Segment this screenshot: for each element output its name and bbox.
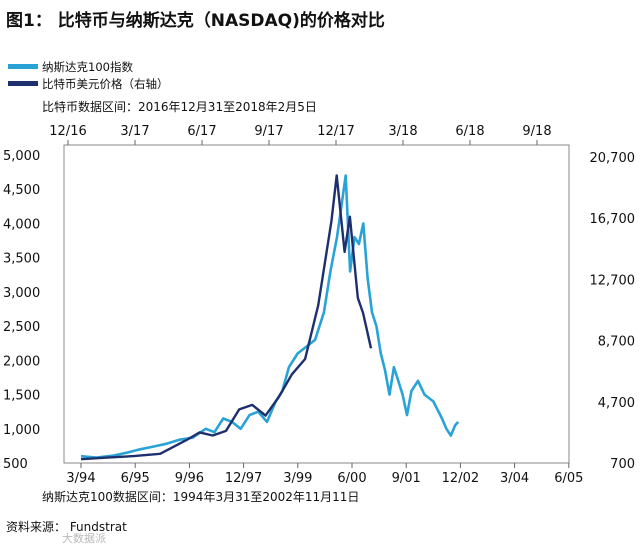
chart-title: 图1： 比特币与纳斯达克（NASDAQ)的价格对比 (6, 11, 385, 31)
legend-item-bitcoin: 比特币美元价格（右轴） (8, 75, 169, 92)
y-left-tick-label: 5,000 (3, 149, 40, 164)
x-top-tick-label: 12/17 (317, 124, 354, 139)
x-bottom-tick-label: 9/96 (175, 471, 204, 486)
x-bottom-tick-label: 6/05 (554, 471, 583, 486)
legend: 纳斯达克100指数 比特币美元价格（右轴） (8, 58, 169, 92)
x-bottom-tick-label: 3/99 (283, 471, 312, 486)
y-right-tick-label: 4,700 (598, 396, 635, 411)
y-left-tick-label: 2,500 (3, 320, 40, 335)
x-top-tick-label: 9/17 (254, 124, 283, 139)
source-note: 资料来源： Fundstrat (6, 520, 127, 534)
legend-swatch-bitcoin (8, 81, 38, 86)
y-left-tick-label: 1,500 (3, 389, 40, 404)
y-left-tick-label: 1,000 (3, 423, 40, 438)
legend-swatch-nasdaq (8, 64, 38, 69)
x-bottom-tick-label: 6/95 (121, 471, 150, 486)
x-bottom-tick-label: 6/00 (337, 471, 366, 486)
x-bottom-tick-label: 12/97 (225, 471, 262, 486)
y-left-tick-label: 3,500 (3, 252, 40, 267)
x-bottom-tick-label: 3/04 (500, 471, 529, 486)
series-line-bitcoin (80, 174, 373, 461)
bottom-axis-note: 纳斯达克100数据区间：1994年3月31至2002年11月11日 (42, 490, 360, 504)
y-right-tick-label: 700 (610, 457, 635, 472)
watermark: 大数据派 (62, 532, 106, 545)
y-left-tick-label: 4,000 (3, 217, 40, 232)
y-right-tick-label: 8,700 (598, 335, 635, 350)
top-axis-note: 比特币数据区间：2016年12月31至2018年2月5日 (42, 100, 317, 114)
legend-label-nasdaq: 纳斯达克100指数 (42, 59, 133, 74)
y-left-tick-label: 3,000 (3, 286, 40, 301)
plot-area (63, 144, 570, 464)
y-left-tick-label: 500 (3, 457, 28, 472)
y-left-tick-label: 4,500 (3, 183, 40, 198)
x-bottom-tick-label: 3/94 (66, 471, 95, 486)
legend-label-bitcoin: 比特币美元价格（右轴） (42, 76, 169, 91)
y-right-tick-label: 20,700 (590, 151, 636, 166)
x-top-tick-label: 9/18 (522, 124, 551, 139)
y-right-tick-label: 16,700 (590, 212, 636, 227)
y-left-tick-label: 2,000 (3, 354, 40, 369)
x-top-tick-label: 6/17 (187, 124, 216, 139)
x-top-tick-label: 12/16 (49, 124, 86, 139)
x-top-tick-label: 6/18 (455, 124, 484, 139)
x-bottom-tick-label: 12/02 (442, 471, 479, 486)
y-right-tick-label: 12,700 (590, 273, 636, 288)
legend-item-nasdaq: 纳斯达克100指数 (8, 58, 169, 75)
x-top-tick-label: 3/17 (120, 124, 149, 139)
x-top-tick-label: 3/18 (388, 124, 417, 139)
x-bottom-tick-label: 9/01 (392, 471, 421, 486)
